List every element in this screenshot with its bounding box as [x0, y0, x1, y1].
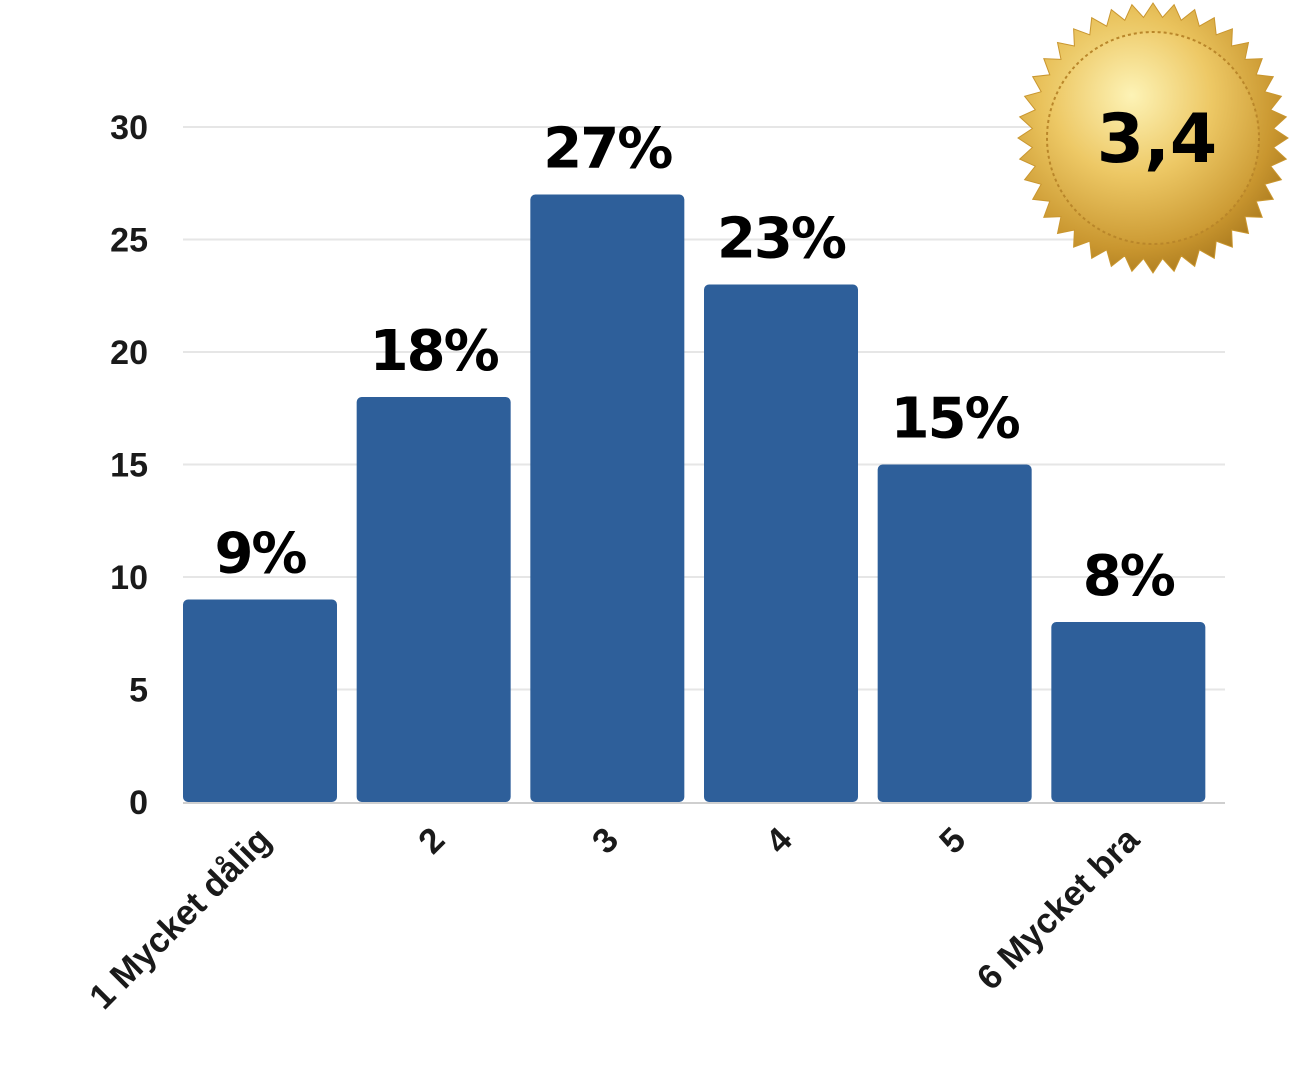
- data-label: 23%: [717, 207, 846, 272]
- y-tick-label: 5: [129, 672, 148, 710]
- data-label: 15%: [891, 387, 1020, 452]
- rating-value: 3,4: [1097, 100, 1217, 179]
- y-tick-label: 15: [110, 447, 148, 485]
- bar: [704, 284, 858, 802]
- y-tick-label: 0: [129, 784, 148, 822]
- seal-inner-ring: [1046, 31, 1260, 245]
- x-tick-label: 4: [758, 820, 800, 862]
- data-label: 8%: [1083, 544, 1175, 609]
- rating-badge: 3,4: [1017, 2, 1289, 274]
- x-tick-label: 6 Mycket bra: [969, 820, 1147, 998]
- data-label: 27%: [543, 117, 672, 182]
- y-tick-label: 25: [110, 222, 148, 260]
- x-tick-label: 1 Mycket dålig: [82, 820, 279, 1017]
- x-tick-label: 3: [585, 820, 626, 861]
- y-tick-label: 30: [110, 109, 148, 147]
- data-label: 18%: [370, 319, 499, 384]
- x-axis: 1 Mycket dålig 2 3 4 56 Mycket bra: [82, 820, 1147, 1017]
- data-labels: 9% 18% 27% 23% 15% 8%: [214, 117, 1176, 610]
- y-tick-label: 20: [110, 334, 148, 372]
- x-tick-label: 5: [932, 820, 973, 861]
- bar: [1051, 622, 1206, 802]
- bar: [183, 599, 337, 802]
- bar: [530, 194, 685, 802]
- y-tick-label: 10: [110, 559, 148, 597]
- bars: [183, 194, 1206, 802]
- x-tick-label: 2: [411, 820, 452, 861]
- data-label: 9%: [214, 522, 306, 587]
- bar: [356, 397, 511, 802]
- y-axis: 0 5 10 15 20 25 30: [110, 109, 148, 822]
- bar: [877, 464, 1032, 802]
